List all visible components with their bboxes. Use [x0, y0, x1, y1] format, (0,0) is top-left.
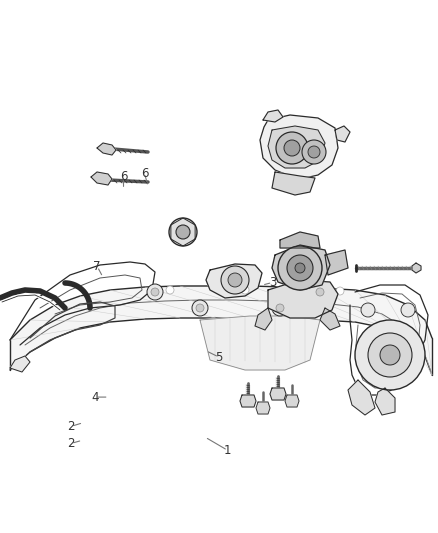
Circle shape: [278, 246, 322, 290]
Circle shape: [287, 255, 313, 281]
Circle shape: [176, 225, 190, 239]
Circle shape: [355, 320, 425, 390]
Circle shape: [380, 345, 400, 365]
Polygon shape: [10, 286, 432, 375]
Polygon shape: [412, 263, 421, 273]
Polygon shape: [91, 172, 112, 185]
Circle shape: [312, 284, 328, 300]
Polygon shape: [206, 264, 262, 298]
Polygon shape: [268, 126, 325, 168]
Polygon shape: [10, 356, 30, 372]
Circle shape: [302, 140, 326, 164]
Circle shape: [336, 287, 344, 295]
Circle shape: [196, 304, 204, 312]
Polygon shape: [272, 172, 315, 195]
Circle shape: [147, 284, 163, 300]
Polygon shape: [260, 115, 338, 178]
Circle shape: [295, 263, 305, 273]
Polygon shape: [97, 143, 116, 155]
Circle shape: [316, 288, 324, 296]
Text: 3: 3: [269, 276, 276, 289]
Text: 4: 4: [92, 391, 99, 403]
Circle shape: [361, 303, 375, 317]
Circle shape: [221, 266, 249, 294]
Polygon shape: [280, 232, 320, 248]
Polygon shape: [200, 316, 320, 370]
Polygon shape: [325, 250, 348, 275]
Polygon shape: [375, 388, 395, 415]
Circle shape: [241, 286, 249, 294]
Circle shape: [276, 304, 284, 312]
Circle shape: [169, 218, 197, 246]
Text: 2: 2: [67, 420, 75, 433]
Polygon shape: [263, 110, 283, 122]
Circle shape: [166, 286, 174, 294]
Polygon shape: [255, 308, 272, 330]
Circle shape: [308, 146, 320, 158]
Circle shape: [151, 288, 159, 296]
Circle shape: [272, 300, 288, 316]
Polygon shape: [320, 308, 340, 330]
Polygon shape: [285, 395, 299, 407]
Polygon shape: [270, 388, 286, 400]
Text: 5: 5: [215, 351, 223, 364]
Circle shape: [192, 300, 208, 316]
Text: 2: 2: [67, 437, 75, 450]
Polygon shape: [256, 402, 270, 414]
Text: 7: 7: [93, 260, 101, 273]
Text: 6: 6: [141, 167, 148, 180]
Polygon shape: [335, 126, 350, 142]
Polygon shape: [272, 245, 330, 290]
Polygon shape: [348, 380, 375, 415]
Circle shape: [228, 273, 242, 287]
Circle shape: [368, 333, 412, 377]
Polygon shape: [240, 395, 256, 407]
Circle shape: [276, 132, 308, 164]
Circle shape: [284, 140, 300, 156]
Polygon shape: [268, 280, 338, 318]
Text: 6: 6: [120, 171, 127, 183]
Circle shape: [401, 303, 415, 317]
Text: 1: 1: [224, 444, 232, 457]
